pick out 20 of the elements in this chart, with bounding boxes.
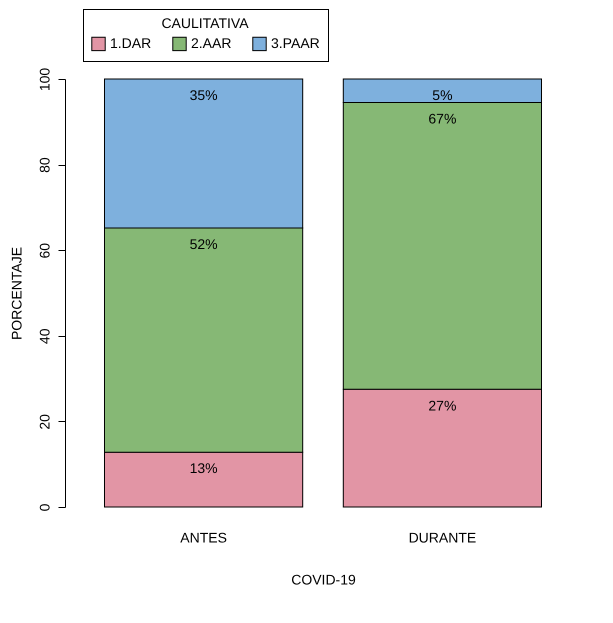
y-tick-label: 40: [36, 328, 52, 344]
legend-label: 1.DAR: [110, 34, 152, 51]
data-label: 35%: [190, 87, 218, 103]
legend-label: 2.AAR: [191, 34, 232, 51]
y-tick-label: 100: [36, 68, 52, 92]
y-axis-title: PORCENTAJE: [8, 246, 24, 340]
data-label: 13%: [190, 460, 218, 476]
data-label: 5%: [432, 87, 453, 103]
y-tick-label: 20: [36, 414, 52, 430]
y-tick-label: 0: [36, 503, 52, 512]
data-label: 27%: [428, 397, 456, 414]
data-label: 67%: [428, 110, 456, 127]
x-tick-label: DURANTE: [408, 530, 476, 546]
y-tick-label: 80: [36, 157, 52, 173]
x-axis-title: COVID-19: [291, 572, 356, 588]
legend-title: CAULITATIVA: [161, 15, 250, 31]
y-tick-label: 60: [36, 242, 52, 258]
x-tick-label: ANTES: [180, 530, 227, 546]
data-label: 52%: [190, 236, 218, 252]
legend-label: 3.PAAR: [271, 34, 320, 51]
